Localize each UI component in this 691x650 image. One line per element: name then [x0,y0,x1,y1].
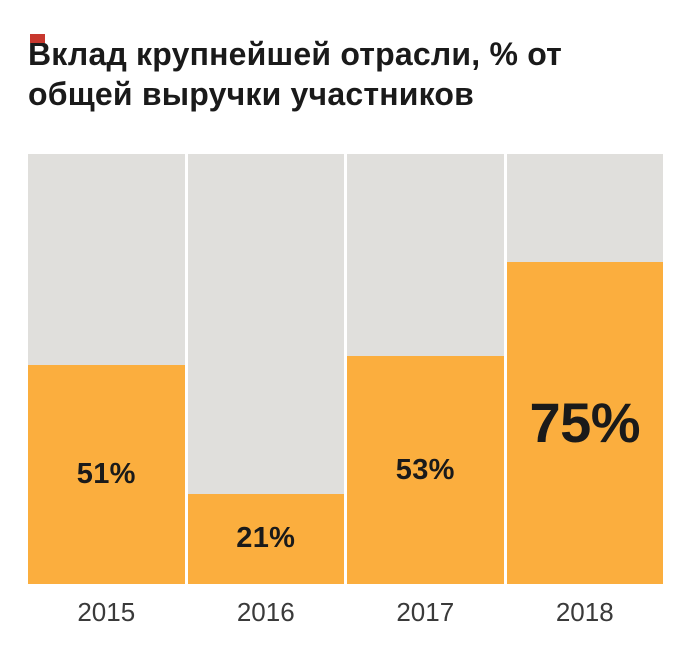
chart-title: Вклад крупнейшей отрасли, % от общей выр… [28,34,663,114]
bar-value-label-2015: 51% [76,457,136,490]
bar-column-2017: 53% [347,154,504,584]
bar-track-2017: 53% [347,154,504,584]
chart-title-line-1: Вклад крупнейшей отрасли, % от [28,36,563,72]
bar-column-2015: 51% [28,154,185,584]
bar-2017: 53% [347,356,504,584]
x-axis-label-2017: 2017 [396,597,455,627]
bar-track-2018: 75% [506,154,663,584]
bar-value-label-2018: 75% [529,391,641,455]
bar-value-label-2017: 53% [395,453,455,486]
bar-chart-plot-area: 51% 21% 53% [28,154,663,584]
bar-value-label-2016: 21% [236,522,296,555]
bar-track-2015: 51% [28,154,185,584]
chart-card: Вклад крупнейшей отрасли, % от общей выр… [0,34,691,650]
bar-track-2016: 21% [187,154,344,584]
x-axis-label-2018: 2018 [555,597,614,627]
bar-2015: 51% [28,364,185,584]
bar-2018: 75% [506,261,663,584]
bar-column-2016: 21% [187,154,344,584]
x-axis-label-2015: 2015 [77,597,136,627]
chart-title-line-2: общей выручки участников [28,76,475,112]
x-axis: 2015 2016 2017 2018 [28,597,663,628]
bar-2016: 21% [187,493,344,584]
bar-column-2018: 75% [506,154,663,584]
x-axis-label-2016: 2016 [236,597,295,627]
red-accent-mark [30,34,45,43]
bar-chart: 51% 21% 53% [28,154,663,628]
